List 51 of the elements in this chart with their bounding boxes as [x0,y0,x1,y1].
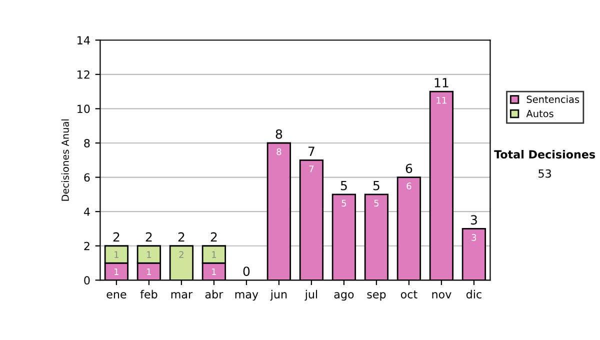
x-tick-label: jun [270,290,287,301]
data-label: 8 [276,148,282,156]
total-label: 8 [276,129,282,139]
y-tick-label: 2 [84,242,90,250]
total-label: 5 [340,181,347,190]
legend-label: Autos [526,110,554,118]
data-label: 6 [406,182,412,190]
y-tick-label: 14 [78,36,90,44]
data-label: 1 [212,251,216,258]
x-tick-label: ago [334,292,354,301]
y-tick-label: 10 [78,104,90,114]
y-tick-label: 0 [84,276,90,285]
x-tick-label: abr [205,290,224,298]
x-tick-label: jul [304,290,318,301]
text: 53 [538,169,551,178]
total-label: 7 [308,146,314,156]
data-label: 1 [114,251,118,258]
total-label: 5 [373,181,380,190]
x-tick-label: nov [432,292,452,298]
y-tick-label: 6 [84,173,90,182]
total-label: 2 [113,232,120,242]
x-tick-label: ene [106,292,126,298]
total-label: 2 [178,232,184,242]
x-tick-label: oct [400,290,418,298]
x-tick-label: feb [140,290,158,298]
data-label: 1 [147,251,151,258]
data-label: 3 [472,234,476,241]
y-tick-label: 8 [84,138,90,148]
data-label: 1 [212,268,216,276]
legend-label: Sentencias [526,95,580,104]
total-label: 2 [210,232,217,242]
data-label: 7 [309,166,314,172]
total-label: 6 [406,164,412,174]
x-tick-label: dic [466,290,482,298]
data-label: 5 [374,200,379,207]
x-tick-label: may [235,292,258,301]
data-label: 2 [179,251,184,258]
total-label: 3 [470,215,477,225]
text: Total Decisiones [494,150,596,159]
total-label: 2 [146,232,152,242]
y-axis-title: Decisiones Anual [61,119,69,201]
data-label: 1 [114,268,118,276]
data-label: 1 [147,268,151,276]
y-tick-label: 4 [84,208,90,216]
data-label: 11 [436,96,446,104]
total-label: 0 [243,266,250,276]
x-tick-label: sep [367,292,386,301]
data-label: 5 [342,200,346,207]
y-tick-label: 12 [78,70,90,79]
x-tick-label: mar [171,292,193,298]
total-label: 11 [434,78,448,88]
